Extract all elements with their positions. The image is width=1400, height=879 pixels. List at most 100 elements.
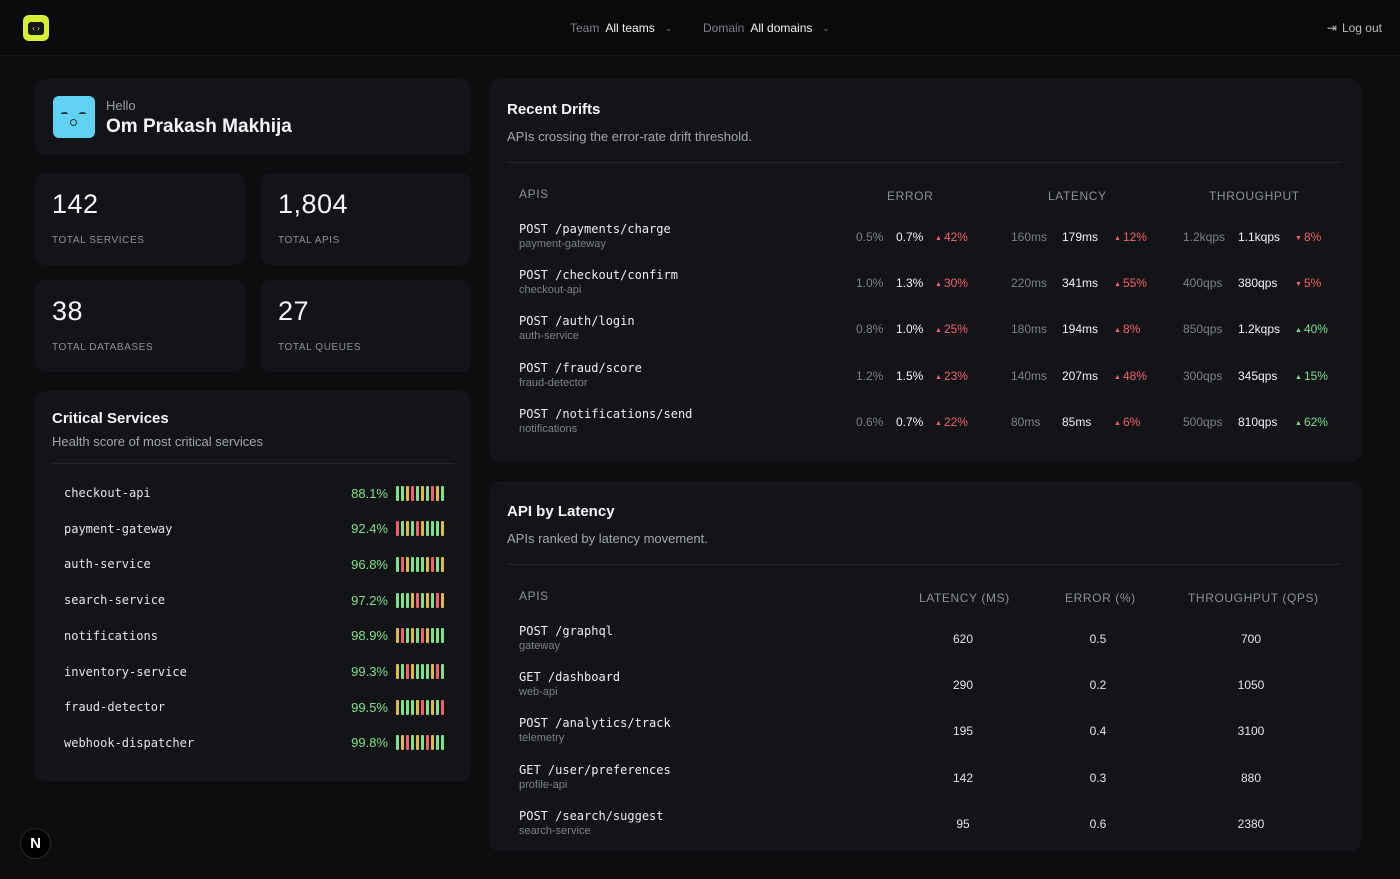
error-delta: ▲ 42% — [935, 230, 968, 244]
health-bar — [441, 735, 444, 751]
latency-row[interactable]: POST /search/suggest search-service 95 0.6 2… — [519, 809, 1339, 843]
latency-delta-value: 6% — [1122, 414, 1141, 429]
drift-row[interactable]: POST /notifications/send notifications 0.6… — [519, 407, 1339, 441]
health-bar — [411, 735, 414, 751]
arrow-up-icon: ▲ — [935, 281, 942, 289]
service-health-row[interactable]: inventory-service 99.3% — [64, 662, 444, 682]
health-bar — [436, 521, 439, 537]
health-bar — [401, 735, 404, 751]
health-bar — [431, 699, 434, 715]
recent-drifts-card: Recent Drifts APIs crossing the error-ra… — [489, 79, 1361, 462]
health-score: 88.1% — [351, 485, 388, 501]
latency-current: 341ms — [1062, 276, 1099, 291]
team-filter-label: Team — [570, 21, 600, 35]
health-bar — [441, 664, 444, 679]
column-header-latency-ms: LATENCY (MS) — [919, 591, 1010, 605]
chevron-down-icon: ⌄ — [664, 22, 673, 33]
health-bar — [441, 628, 444, 644]
column-header-latency: LATENCY — [1048, 189, 1107, 203]
logout-icon: ⇥ — [1326, 21, 1337, 35]
health-bar — [431, 735, 434, 751]
latency-row[interactable]: GET /dashboard web-api 290 0.2 1050 — [519, 670, 1339, 704]
health-bar — [411, 628, 414, 644]
critical-services-card: Critical Services Health score of most c… — [35, 391, 471, 781]
latency-delta: ▲ 48% — [1114, 369, 1147, 383]
error-previous: 1.0% — [856, 276, 884, 291]
health-bar — [436, 592, 439, 608]
throughput-delta: ▲ 40% — [1295, 322, 1328, 336]
column-header-apis: APIS — [519, 187, 549, 201]
latency-previous: 160ms — [1011, 230, 1048, 244]
latency-row[interactable]: POST /graphql gateway 620 0.5 700 — [519, 624, 1339, 658]
domain-filter[interactable]: Domain All domains ⌄ — [703, 21, 830, 35]
latency-value: 142 — [952, 770, 974, 785]
api-service: search-service — [519, 824, 591, 837]
latency-delta-value: 12% — [1122, 230, 1147, 244]
health-bar — [401, 664, 404, 679]
service-health-row[interactable]: webhook-dispatcher 99.8% — [64, 733, 444, 753]
service-health-row[interactable]: payment-gateway 92.4% — [64, 519, 444, 539]
health-bar — [426, 556, 429, 572]
drift-row[interactable]: POST /checkout/confirm checkout-api 1.0% 1.… — [519, 268, 1339, 302]
arrow-up-icon: ▲ — [1295, 373, 1302, 381]
service-health-row[interactable]: fraud-detector 99.5% — [64, 697, 444, 717]
health-bar — [436, 556, 439, 572]
latency-row[interactable]: GET /user/preferences profile-api 142 0.3 88… — [519, 763, 1339, 797]
stat-value: 38 — [52, 296, 84, 326]
latency-value: 195 — [952, 724, 974, 739]
health-bar — [396, 592, 399, 608]
service-health-row[interactable]: notifications 98.9% — [64, 626, 444, 646]
health-bar — [436, 699, 439, 715]
health-bar — [401, 592, 404, 608]
api-service: checkout-api — [519, 284, 582, 297]
health-bar — [401, 485, 404, 501]
column-header-apis: APIS — [519, 589, 549, 603]
latency-row[interactable]: POST /analytics/track telemetry 195 0.4 3100 — [519, 716, 1339, 750]
latency-delta-value: 8% — [1122, 322, 1141, 337]
error-delta: ▲ 30% — [935, 276, 968, 290]
health-bars — [396, 485, 444, 501]
error-delta-value: 22% — [943, 414, 968, 429]
logout-button[interactable]: ⇥ Log out — [1327, 21, 1382, 35]
health-bar — [396, 485, 399, 501]
health-bars — [396, 699, 444, 715]
arrow-down-icon: ▼ — [1295, 235, 1302, 242]
throughput-current: 345qps — [1238, 368, 1278, 383]
stat-label: TOTAL DATABASES — [52, 342, 154, 353]
avatar-eye — [79, 112, 86, 115]
drift-row[interactable]: POST /auth/login auth-service 0.8% 1.0% ▲ 25%… — [519, 314, 1339, 348]
health-bar — [411, 699, 414, 715]
app-logo[interactable]: ‹› — [23, 15, 49, 41]
error-previous: 0.6% — [856, 414, 884, 429]
error-delta-value: 30% — [943, 276, 968, 291]
drift-row[interactable]: POST /payments/charge payment-gateway 0.5%… — [519, 222, 1339, 256]
health-score: 92.4% — [351, 521, 388, 537]
drift-row[interactable]: POST /fraud/score fraud-detector 1.2% 1.5% ▲… — [519, 361, 1339, 395]
service-name: auth-service — [64, 557, 151, 572]
service-name: notifications — [64, 628, 158, 643]
service-health-row[interactable]: auth-service 96.8% — [64, 554, 444, 574]
latency-value: 620 — [952, 632, 974, 646]
latency-delta-value: 48% — [1122, 368, 1147, 383]
latency-current: 207ms — [1062, 368, 1099, 383]
health-bar — [406, 699, 409, 715]
health-score: 99.5% — [351, 699, 388, 715]
next-badge[interactable]: N — [20, 828, 51, 859]
team-filter[interactable]: Team All teams ⌄ — [570, 21, 672, 35]
service-name: fraud-detector — [64, 700, 166, 715]
health-bar — [411, 592, 414, 608]
service-health-row[interactable]: checkout-api 88.1% — [64, 483, 444, 503]
arrow-up-icon: ▲ — [935, 235, 942, 242]
throughput-delta-value: 15% — [1303, 368, 1328, 383]
latency-current: 194ms — [1062, 322, 1099, 337]
api-endpoint: GET /user/preferences — [519, 762, 671, 777]
service-name: checkout-api — [64, 486, 151, 500]
health-bar — [426, 485, 429, 501]
api-endpoint: POST /graphql — [519, 624, 613, 638]
health-bar — [431, 628, 434, 644]
service-health-row[interactable]: search-service 97.2% — [64, 590, 444, 610]
api-service: fraud-detector — [519, 376, 588, 389]
health-bar — [401, 628, 404, 644]
stat-value: 1,804 — [278, 189, 349, 219]
health-bar — [401, 556, 404, 572]
